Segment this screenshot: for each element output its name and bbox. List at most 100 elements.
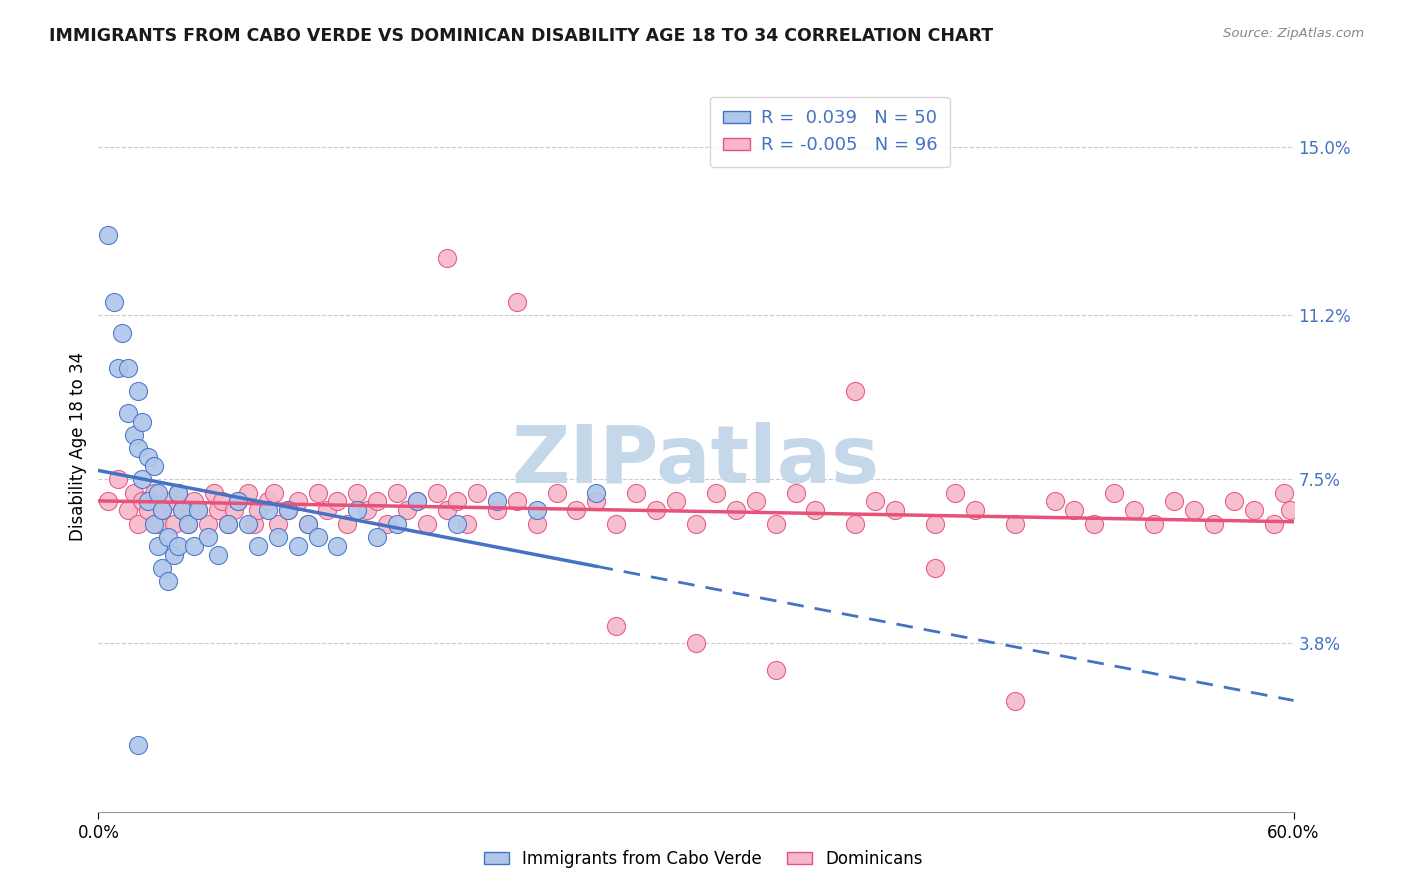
- Point: [336, 516, 359, 531]
- Point: [131, 494, 153, 508]
- Point: [124, 485, 146, 500]
- Point: [465, 485, 488, 500]
- Point: [117, 503, 139, 517]
- Point: [406, 494, 429, 508]
- Point: [396, 503, 419, 517]
- Point: [287, 539, 309, 553]
- Point: [148, 516, 170, 531]
- Point: [585, 494, 607, 508]
- Point: [143, 516, 166, 531]
- Point: [136, 503, 159, 517]
- Point: [884, 503, 907, 517]
- Point: [1143, 516, 1166, 531]
- Point: [127, 738, 149, 752]
- Point: [277, 503, 299, 517]
- Point: [1043, 494, 1066, 508]
- Text: IMMIGRANTS FROM CABO VERDE VS DOMINICAN DISABILITY AGE 18 TO 34 CORRELATION CHAR: IMMIGRANTS FROM CABO VERDE VS DOMINICAN …: [49, 27, 993, 45]
- Point: [346, 485, 368, 500]
- Point: [963, 503, 986, 517]
- Point: [150, 503, 173, 517]
- Point: [277, 503, 299, 517]
- Point: [785, 485, 807, 500]
- Text: Source: ZipAtlas.com: Source: ZipAtlas.com: [1223, 27, 1364, 40]
- Point: [865, 494, 887, 508]
- Point: [385, 516, 409, 531]
- Point: [526, 503, 548, 517]
- Point: [1004, 516, 1026, 531]
- Point: [177, 516, 200, 531]
- Point: [1223, 494, 1246, 508]
- Point: [526, 516, 548, 531]
- Point: [375, 516, 398, 531]
- Point: [236, 485, 259, 500]
- Point: [316, 503, 339, 517]
- Point: [436, 503, 458, 517]
- Point: [183, 539, 205, 553]
- Point: [704, 485, 727, 500]
- Point: [187, 503, 209, 517]
- Point: [226, 494, 249, 508]
- Point: [143, 485, 166, 500]
- Point: [924, 516, 946, 531]
- Point: [346, 503, 368, 517]
- Point: [197, 516, 219, 531]
- Point: [307, 530, 329, 544]
- Point: [167, 539, 190, 553]
- Point: [246, 539, 269, 553]
- Point: [183, 494, 205, 508]
- Point: [148, 539, 170, 553]
- Point: [172, 503, 194, 517]
- Point: [1104, 485, 1126, 500]
- Point: [765, 516, 787, 531]
- Point: [267, 516, 290, 531]
- Y-axis label: Disability Age 18 to 34: Disability Age 18 to 34: [69, 351, 87, 541]
- Point: [136, 450, 159, 464]
- Point: [485, 503, 508, 517]
- Point: [1083, 516, 1105, 531]
- Point: [1263, 516, 1285, 531]
- Point: [297, 516, 319, 531]
- Point: [366, 530, 388, 544]
- Point: [157, 530, 180, 544]
- Point: [150, 561, 173, 575]
- Point: [765, 663, 787, 677]
- Point: [211, 494, 233, 508]
- Point: [127, 441, 149, 455]
- Point: [297, 516, 319, 531]
- Point: [148, 485, 170, 500]
- Point: [107, 361, 129, 376]
- Point: [406, 494, 429, 508]
- Point: [222, 503, 245, 517]
- Point: [256, 494, 278, 508]
- Point: [187, 503, 209, 517]
- Point: [804, 503, 827, 517]
- Legend: R =  0.039   N = 50, R = -0.005   N = 96: R = 0.039 N = 50, R = -0.005 N = 96: [710, 96, 950, 167]
- Point: [745, 494, 768, 508]
- Legend: Immigrants from Cabo Verde, Dominicans: Immigrants from Cabo Verde, Dominicans: [477, 844, 929, 875]
- Point: [446, 494, 468, 508]
- Point: [307, 485, 329, 500]
- Point: [207, 548, 229, 562]
- Point: [1182, 503, 1205, 517]
- Point: [1123, 503, 1146, 517]
- Point: [724, 503, 747, 517]
- Point: [226, 494, 249, 508]
- Point: [117, 361, 139, 376]
- Point: [267, 530, 290, 544]
- Point: [485, 494, 508, 508]
- Point: [150, 503, 173, 517]
- Point: [236, 516, 259, 531]
- Point: [287, 494, 309, 508]
- Point: [246, 503, 269, 517]
- Point: [565, 503, 588, 517]
- Point: [127, 516, 149, 531]
- Point: [943, 485, 966, 500]
- Point: [585, 485, 607, 500]
- Point: [626, 485, 648, 500]
- Point: [1063, 503, 1085, 517]
- Point: [167, 485, 190, 500]
- Point: [385, 485, 409, 500]
- Point: [1202, 516, 1225, 531]
- Point: [97, 494, 120, 508]
- Point: [197, 530, 219, 544]
